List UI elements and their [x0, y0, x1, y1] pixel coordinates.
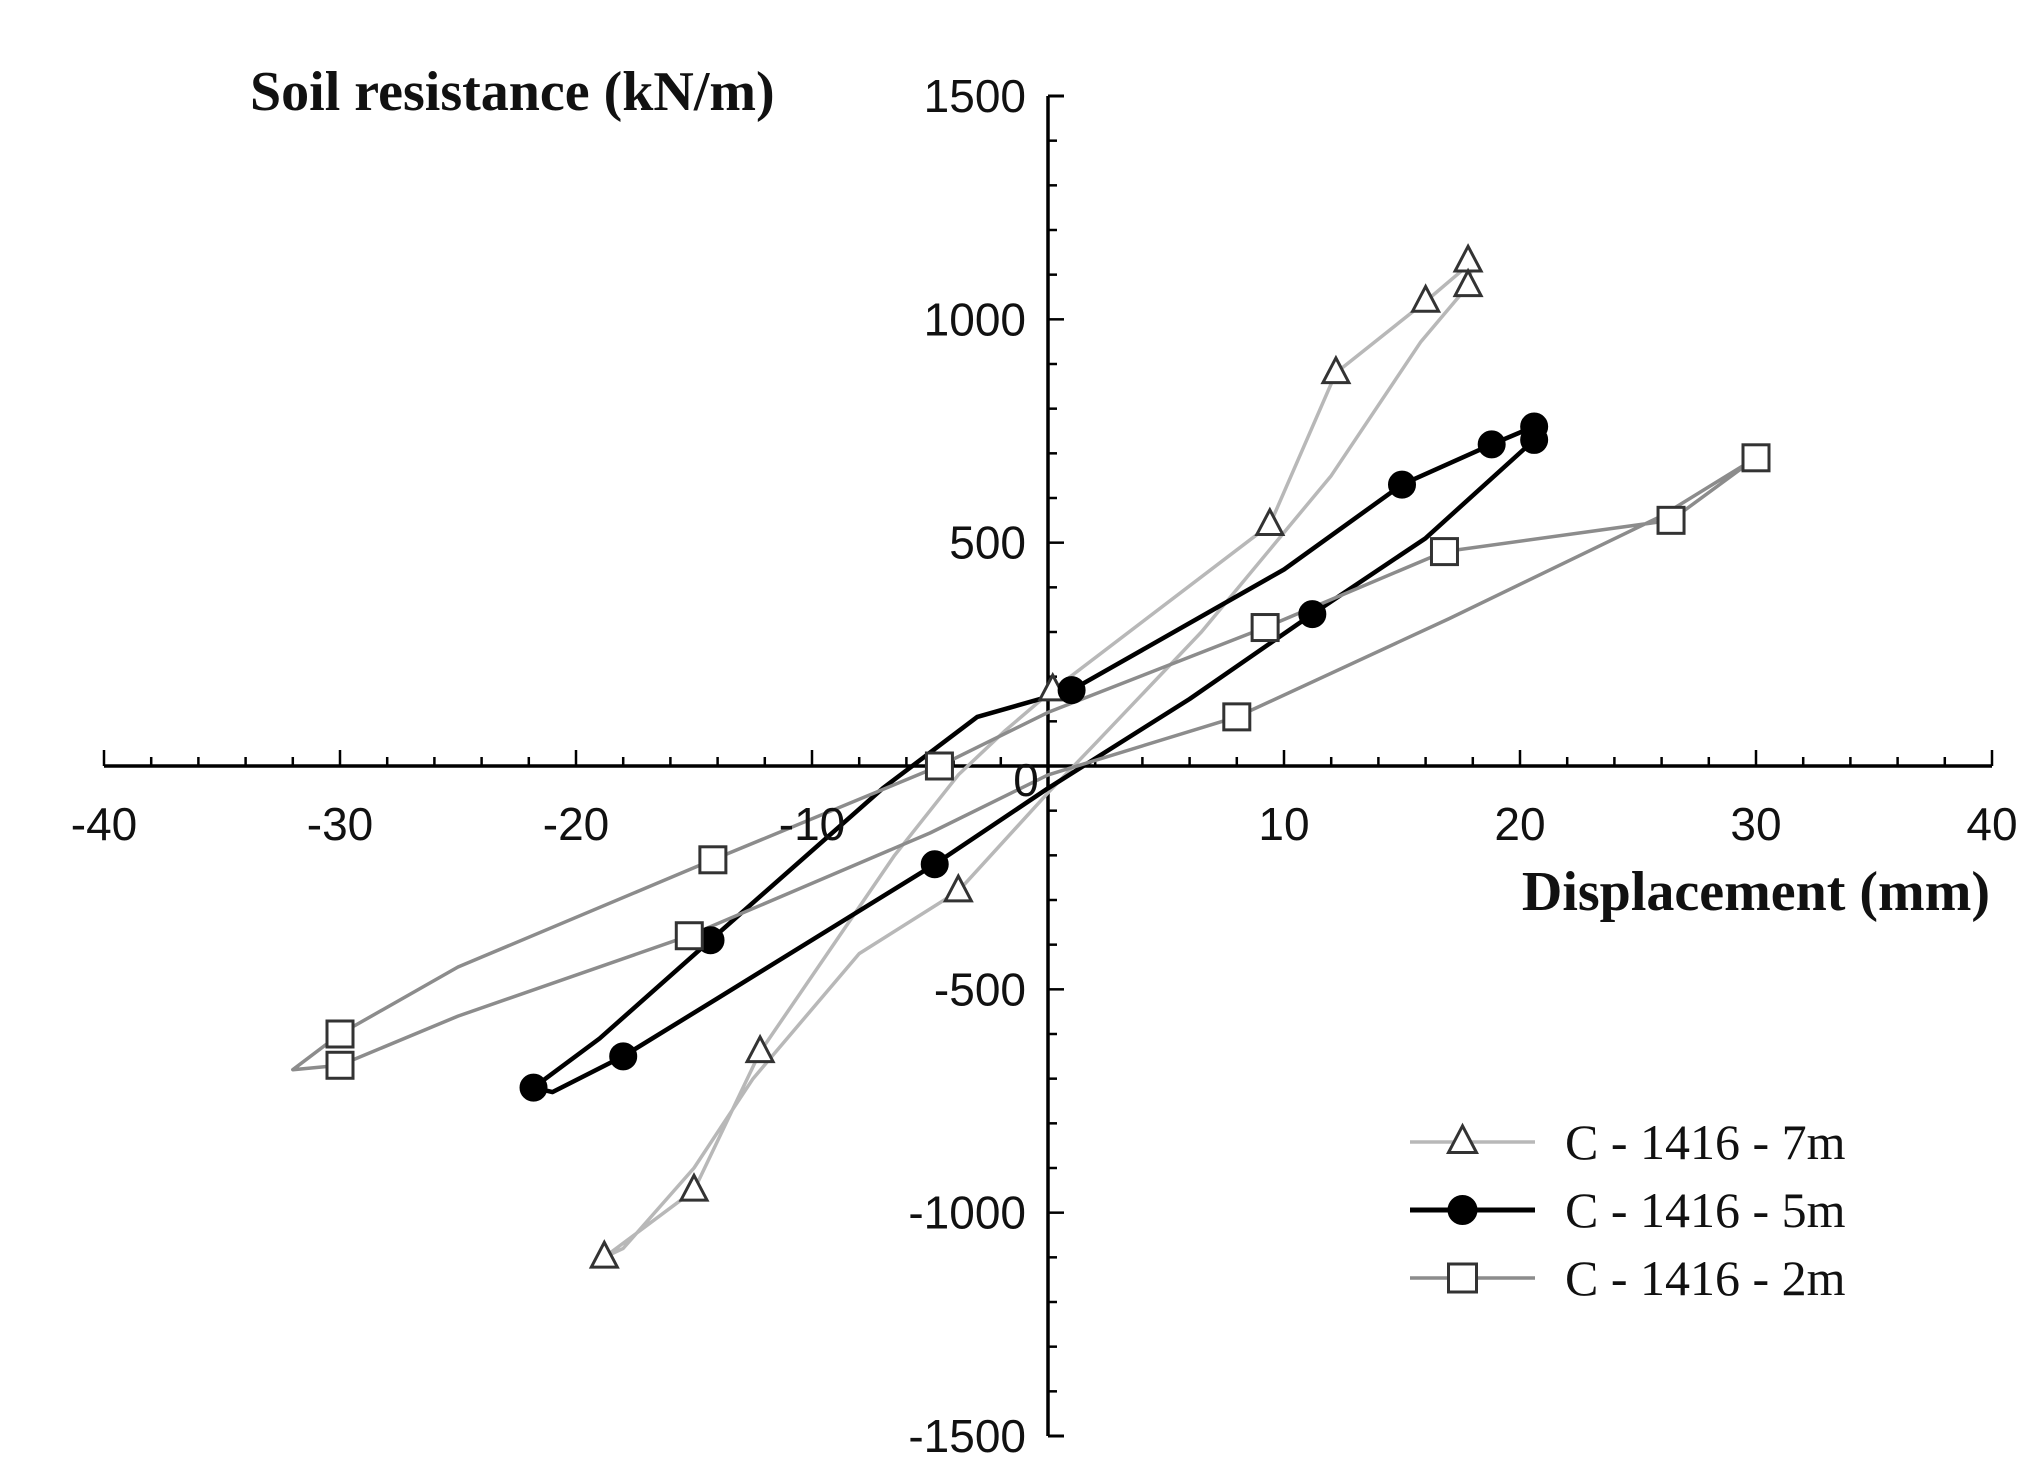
- x-tick-label: 10: [1258, 798, 1309, 850]
- series-1-line: [602, 259, 1475, 1260]
- legend: C - 1416 - 7m C - 1416 - 5m C - 1416 - 2m: [1410, 1114, 1846, 1306]
- series-1-point: [1452, 267, 1484, 298]
- series-2-point: [1520, 425, 1549, 454]
- legend-label: C - 1416 - 7m: [1565, 1114, 1846, 1170]
- series-3-point: [1741, 443, 1771, 473]
- y-tick-label: -1500: [908, 1410, 1026, 1462]
- y-tick-label: -1000: [908, 1187, 1026, 1239]
- series-3-point: [1222, 702, 1252, 732]
- series-2-point: [609, 1042, 638, 1071]
- y-tick-label: 500: [949, 517, 1026, 569]
- x-tick-label: -30: [307, 798, 373, 850]
- y-tick-label: -500: [934, 963, 1026, 1015]
- series-3-point: [1656, 505, 1686, 535]
- x-tick-label: 20: [1494, 798, 1545, 850]
- axes-group: [102, 94, 1994, 1438]
- series-1-point: [678, 1172, 710, 1202]
- series-2-point: [519, 1073, 548, 1102]
- series-group: [291, 243, 1771, 1269]
- y-tick-label: 1000: [924, 293, 1026, 345]
- x-axis-title: Displacement (mm): [1522, 861, 1990, 923]
- origin-tick-label: 0: [1013, 754, 1039, 806]
- series-1-point: [942, 872, 974, 903]
- series-3-point: [674, 921, 704, 951]
- x-tick-label: -10: [779, 798, 845, 850]
- x-tick-label: -20: [543, 798, 609, 850]
- series-2-point: [1298, 600, 1327, 629]
- series-1-point: [1320, 354, 1352, 385]
- series-3-point: [325, 1019, 355, 1049]
- x-tick-label: -40: [71, 798, 137, 850]
- series-1-point: [1452, 243, 1484, 273]
- legend-marker: [1447, 1195, 1478, 1225]
- series-2-point: [920, 850, 949, 879]
- series-1-point: [1410, 283, 1442, 313]
- x-tick-label: 40: [1966, 798, 2017, 850]
- y-axis-title: Soil resistance (kN/m): [250, 61, 775, 123]
- series-2-point: [1477, 430, 1506, 459]
- legend-label: C - 1416 - 2m: [1565, 1250, 1846, 1306]
- legend-marker: [1447, 1262, 1478, 1294]
- y-tick-label: 1500: [924, 70, 1026, 122]
- x-tick-label: 30: [1730, 798, 1781, 850]
- series-1-point: [744, 1033, 776, 1064]
- series-3-point: [1429, 537, 1459, 567]
- tick-labels-group: -40 -30 -20 -10 10 20 30 40 0 -1500 -1000 -500 500 10…: [71, 70, 2018, 1462]
- series-1-point: [588, 1239, 620, 1269]
- series-2-point: [1057, 676, 1086, 705]
- series-3-point: [698, 845, 728, 875]
- series-3-point: [924, 751, 954, 781]
- series-3-point: [325, 1050, 355, 1080]
- series-1-point: [1254, 506, 1286, 537]
- legend-marker: [1446, 1122, 1479, 1154]
- series-3-point: [1250, 613, 1280, 643]
- series-2-point: [1388, 470, 1416, 499]
- legend-label: C - 1416 - 5m: [1565, 1182, 1846, 1238]
